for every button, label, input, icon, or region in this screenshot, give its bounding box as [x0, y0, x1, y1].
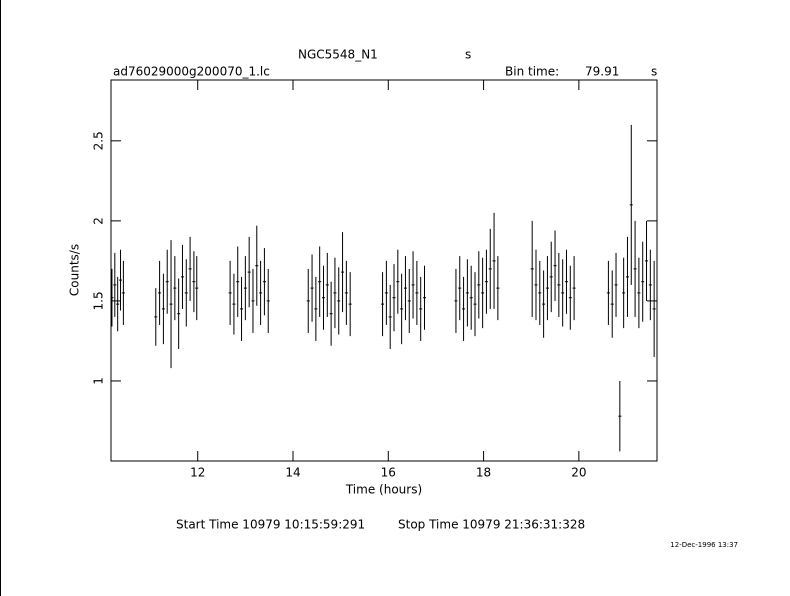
y-tick-label: 2 — [92, 217, 106, 225]
x-tick-label: 16 — [381, 466, 396, 480]
x-axis-label: Time (hours) — [345, 483, 422, 497]
title-suffix: s — [465, 48, 471, 62]
y-tick-label: 2.5 — [92, 131, 106, 150]
stop-time: Stop Time 10979 21:36:31:328 — [398, 518, 585, 532]
plot-frame — [110, 79, 658, 462]
timestamp: 12-Dec-1996 13:37 — [670, 541, 738, 549]
chart-title: NGC5548_N1 — [298, 48, 378, 62]
bin-time-label: Bin time: — [505, 65, 559, 79]
subtitle: ad76029000g200070_1.lc — [113, 65, 270, 79]
x-tick-label: 20 — [571, 466, 586, 480]
start-time: Start Time 10979 10:15:59:291 — [176, 518, 365, 532]
y-axis-label: Counts/s — [68, 244, 82, 296]
bin-time-unit: s — [651, 65, 657, 79]
x-tick-label: 14 — [285, 466, 300, 480]
y-tick-label: 1.5 — [92, 291, 106, 310]
x-tick-label: 18 — [476, 466, 491, 480]
bin-time: 79.91 — [585, 65, 619, 79]
y-tick-label: 1 — [92, 377, 106, 385]
x-tick-label: 12 — [190, 466, 205, 480]
